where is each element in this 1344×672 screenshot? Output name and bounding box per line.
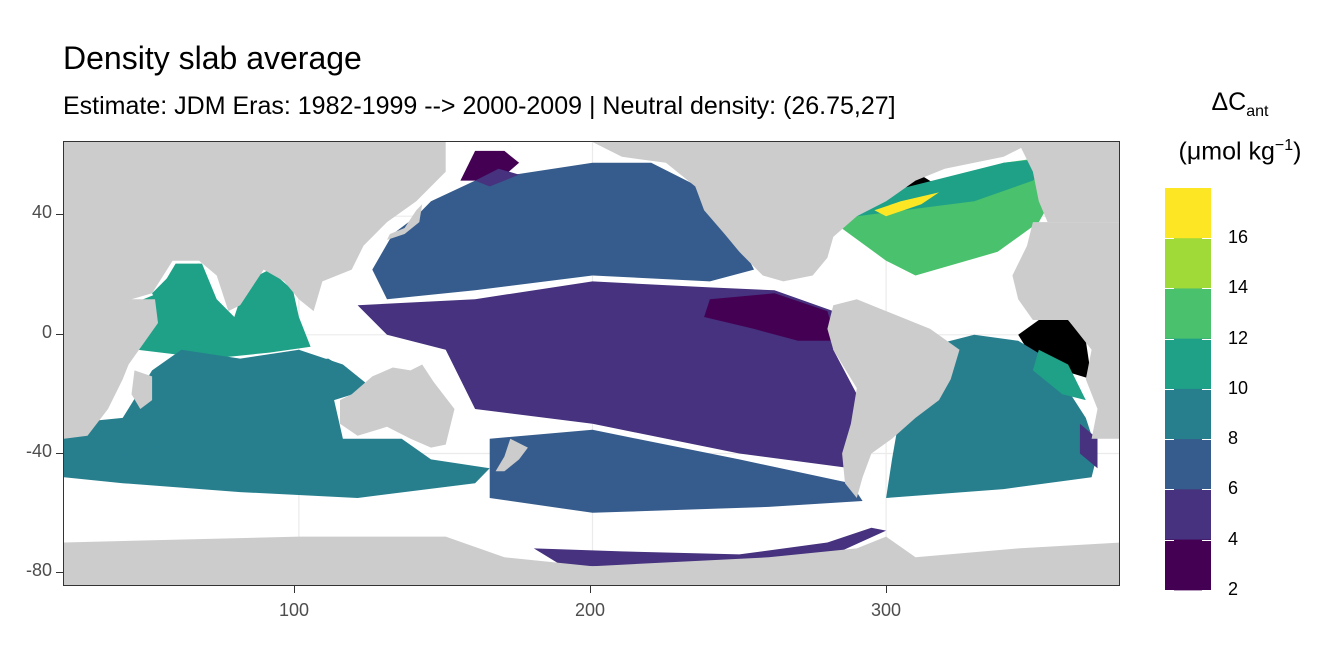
legend-tick <box>1165 238 1174 240</box>
y-tick-label: 0 <box>41 322 52 342</box>
ocean-region <box>475 168 520 187</box>
legend-unit-close: ) <box>1293 137 1302 166</box>
legend-label: 14 <box>1228 277 1249 298</box>
legend-tick <box>1165 589 1174 591</box>
ocean-region <box>357 281 857 469</box>
plot-title: Density slab average <box>63 40 362 76</box>
ocean-region <box>122 441 329 472</box>
legend-label: 2 <box>1228 578 1239 599</box>
land-mass <box>64 142 446 439</box>
legend-tick <box>1202 489 1211 491</box>
y-tick-label: 40 <box>31 202 52 222</box>
x-tick-mark <box>590 586 591 593</box>
plot-subtitle: Estimate: JDM Eras: 1982-1999 --> 2000-2… <box>63 92 896 120</box>
legend-color-band <box>1165 539 1211 591</box>
land-mass <box>131 370 153 409</box>
legend-unit-sup: −1 <box>1274 137 1294 154</box>
legend-color-band <box>1165 489 1211 541</box>
land-mass <box>495 438 528 472</box>
legend-label: 10 <box>1228 377 1249 398</box>
legend-tick <box>1165 388 1174 390</box>
ocean-region <box>240 275 288 317</box>
ocean-region <box>1032 349 1086 401</box>
legend-tick <box>1165 288 1174 290</box>
ocean-region <box>489 429 863 513</box>
legend-tick <box>1202 388 1211 390</box>
legend-label: 6 <box>1228 478 1239 499</box>
legend-color-band <box>1165 188 1211 239</box>
legend-tick <box>1202 539 1211 541</box>
x-tick-label: 100 <box>278 600 310 620</box>
legend-title: ΔCant <box>1160 88 1320 121</box>
ocean-region <box>269 358 358 383</box>
land-mass <box>592 142 1033 282</box>
x-tick-label: 300 <box>870 600 902 620</box>
land-mass <box>340 364 455 448</box>
land-mass <box>886 142 951 157</box>
ocean-region <box>372 162 754 300</box>
legend-color-band <box>1165 388 1211 440</box>
legend-title-delta: ΔC <box>1211 88 1247 116</box>
legend-label: 12 <box>1228 327 1249 348</box>
legend-color-band <box>1165 439 1211 490</box>
land-mass <box>64 536 1119 585</box>
x-tick-mark <box>294 586 295 593</box>
legend-colorbar <box>1165 188 1211 591</box>
ocean-region <box>874 192 939 217</box>
ocean-region <box>1079 423 1098 469</box>
legend-tick <box>1165 338 1174 340</box>
legend-tick <box>1202 589 1211 591</box>
legend-label: 16 <box>1228 227 1249 248</box>
legend-tick <box>1202 238 1211 240</box>
map-panel <box>63 141 1120 586</box>
legend-color-band <box>1165 238 1211 290</box>
legend-unit: (μmol kg−1) <box>1160 137 1320 166</box>
legend-color-band <box>1165 338 1211 390</box>
legend-label: 4 <box>1228 528 1239 549</box>
x-tick-label: 200 <box>574 600 606 620</box>
land-mass <box>1012 222 1119 439</box>
legend-color-band <box>1165 288 1211 340</box>
y-tick-mark <box>56 572 63 573</box>
legend-tick <box>1202 439 1211 441</box>
legend-tick <box>1165 489 1174 491</box>
y-tick-mark <box>56 214 63 215</box>
land-mass <box>387 204 423 240</box>
ocean-region <box>704 293 837 341</box>
y-tick-mark <box>56 334 63 335</box>
land-mass <box>827 299 960 498</box>
x-tick-mark <box>886 586 887 593</box>
legend-unit-main: (μmol kg <box>1178 137 1275 166</box>
ocean-region <box>152 263 211 306</box>
legend-title-sub: ant <box>1246 103 1269 120</box>
legend-label: 8 <box>1228 428 1239 449</box>
legend-tick <box>1202 338 1211 340</box>
legend-tick <box>1165 539 1174 541</box>
land-mass <box>1018 142 1119 223</box>
y-tick-label: -80 <box>25 560 52 580</box>
map-svg <box>64 142 1119 585</box>
legend-tick <box>1165 439 1174 441</box>
y-tick-mark <box>56 453 63 454</box>
ocean-region <box>1018 320 1092 380</box>
legend-tick <box>1202 288 1211 290</box>
y-tick-label: -40 <box>25 441 52 461</box>
